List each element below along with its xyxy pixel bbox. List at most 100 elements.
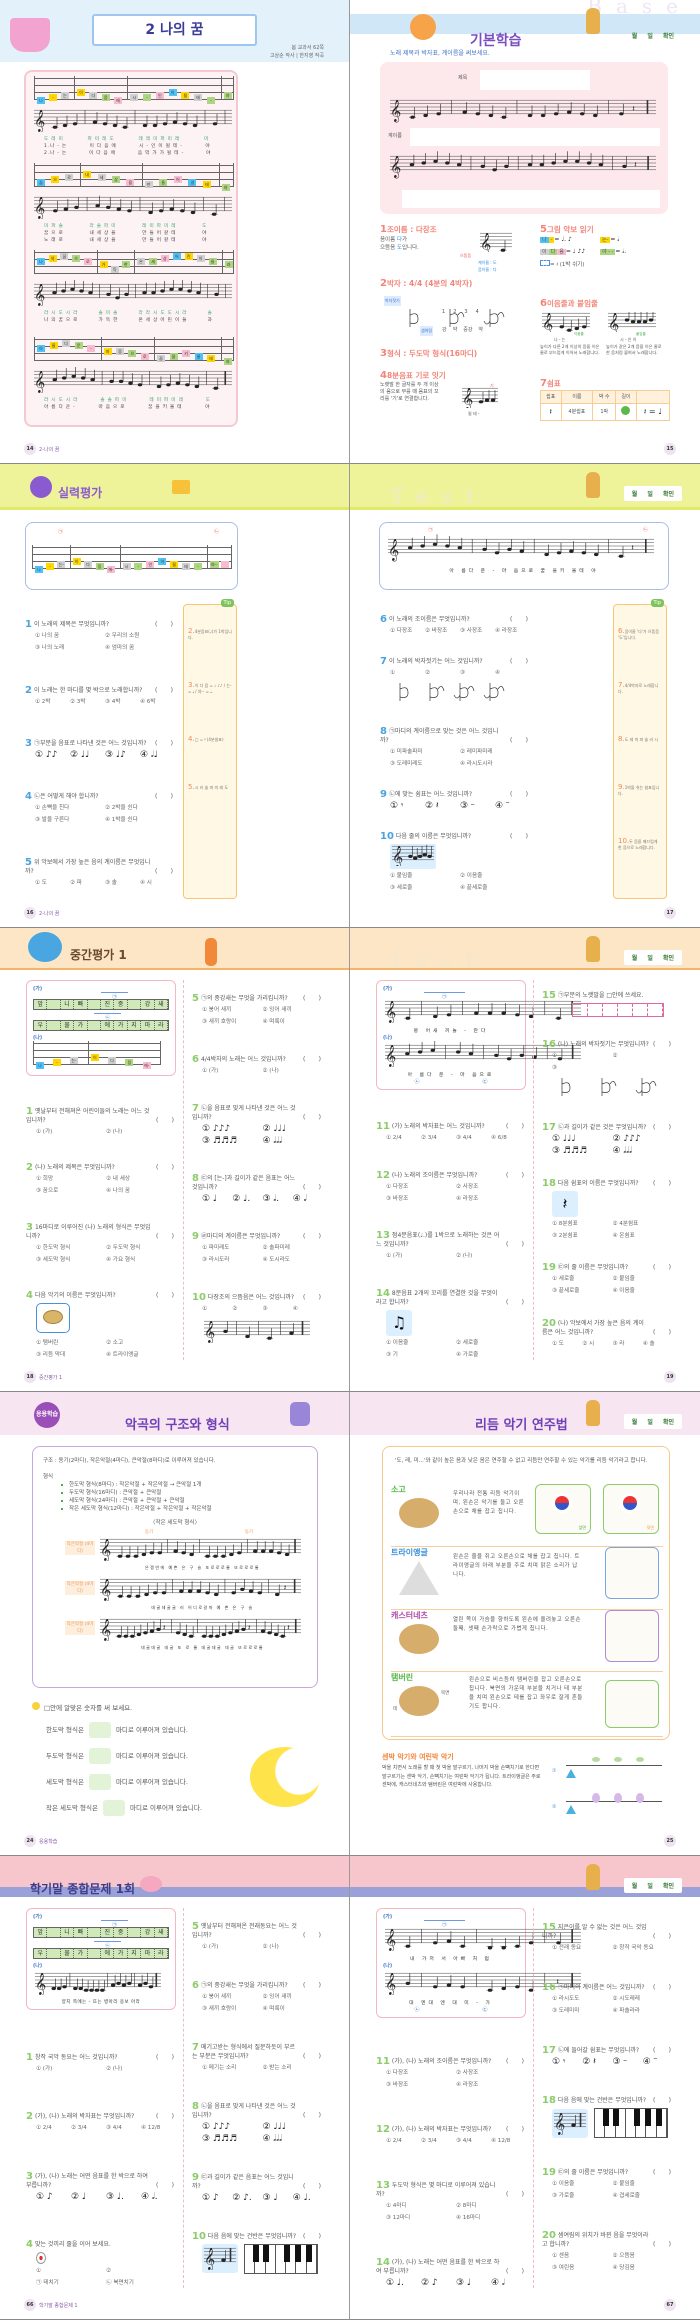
answer-choice[interactable]: ① ♩ — [202, 1194, 218, 1204]
answer-blank[interactable] — [301, 1981, 323, 1990]
answer-choice[interactable]: ② 받는 소리 — [262, 2065, 292, 2072]
answer-choice[interactable]: ③ 𝄼 — [612, 2056, 627, 2067]
answer-choice[interactable]: ② 내 세상 — [106, 1176, 131, 1182]
answer-choice[interactable]: ④ 𝅗𝅥 — [292, 1194, 307, 1204]
answer-choice[interactable]: ③ 라시도라 — [202, 1257, 230, 1263]
answer-choice[interactable]: ① (가) — [36, 2065, 53, 2072]
answer-choice[interactable]: ② 3/4 — [421, 2138, 437, 2144]
answer-box-cell[interactable] — [648, 1004, 663, 1017]
answer-choice[interactable]: ① 탬버린 — [36, 1340, 59, 1346]
answer-choice[interactable]: ② 3/4 — [71, 2125, 87, 2131]
answer-blank[interactable] — [154, 1116, 176, 1125]
answer-choice[interactable]: ② ♩♩♩ — [262, 2121, 287, 2132]
answer-choice[interactable]: ② ♩♩ — [70, 749, 90, 760]
black-key[interactable] — [263, 2244, 270, 2262]
answer-blank[interactable] — [301, 2232, 323, 2241]
answer-choice[interactable]: ② 시도레레 — [612, 1995, 640, 2002]
black-key[interactable] — [252, 2244, 259, 2262]
answer-blank[interactable] — [651, 1040, 673, 1049]
answer-choice[interactable]: ④ 끝세로줄 — [460, 885, 488, 892]
answer-choice[interactable]: ① ♪♪♪ — [202, 2121, 231, 2132]
answer-choice[interactable]: ① 전래 동요 — [552, 1944, 582, 1951]
answer-blank[interactable] — [301, 2052, 323, 2061]
answer-choice[interactable]: ③ 2분쉼표 — [552, 1232, 578, 1239]
answer-choice[interactable]: ③ 기 — [386, 1352, 398, 1358]
answer-blank[interactable] — [504, 1240, 526, 1249]
answer-choice[interactable]: ③ ♬♬♬ — [552, 1146, 588, 1157]
answer-choice[interactable]: ② 붙임줄 — [612, 1276, 635, 1283]
answer-choice[interactable]: ① 다장조 — [386, 2070, 409, 2076]
answer-choice[interactable]: ③ 4/4 — [106, 2125, 122, 2131]
answer-choice[interactable]: ③ ♩ — [456, 2278, 472, 2288]
answer-choice[interactable]: ① 다장조 — [390, 627, 413, 634]
answer-blank[interactable] — [301, 1293, 323, 1302]
answer-choice[interactable]: ② — [232, 1306, 238, 1312]
answer-blank[interactable] — [651, 1983, 673, 1992]
answer-choice[interactable]: ② 우리의 소원 — [105, 633, 140, 640]
answer-choice[interactable]: ② (나) — [262, 1068, 279, 1074]
answer-blank[interactable] — [508, 790, 530, 799]
answer-blank[interactable] — [154, 1291, 176, 1300]
answer-choice[interactable]: ③ 도레미미 — [552, 2007, 580, 2014]
answer-blank[interactable] — [153, 792, 175, 801]
answer-choice[interactable]: ① ♪ — [36, 2191, 53, 2202]
answer-choice[interactable]: ② 솔파미레 — [262, 1245, 290, 1251]
answer-choice[interactable]: ④ 가로줄 — [456, 1352, 479, 1358]
answer-choice[interactable]: ③ 사장조 — [460, 627, 483, 634]
answer-choice[interactable]: ④ 16마디 — [456, 2215, 481, 2221]
black-key[interactable] — [602, 2109, 609, 2127]
answer-choice[interactable]: ② ♩ — [71, 2191, 87, 2202]
answer-blank[interactable] — [154, 2181, 176, 2190]
answer-choice[interactable]: ③ ♬♬♬ — [202, 2133, 238, 2144]
piano-keyboard[interactable] — [244, 2243, 318, 2274]
answer-choice[interactable]: ② 𝄽 — [425, 801, 439, 812]
answer-choice[interactable]: ② 바장조 — [425, 627, 448, 634]
answer-choice[interactable]: ③ 솔 — [105, 879, 117, 886]
number-input[interactable] — [102, 1800, 125, 1816]
answer-blank[interactable] — [504, 1122, 526, 1131]
answer-choice[interactable]: ① 붕어 새끼 — [202, 1994, 232, 2001]
answer-choice[interactable]: ④ 엄마의 꿈 — [105, 645, 135, 652]
answer-choice[interactable]: ① (가) — [36, 1128, 53, 1135]
answer-choice[interactable]: ① ♪♪ — [35, 749, 58, 760]
answer-choice[interactable]: ④ 시 — [140, 879, 152, 886]
answer-choice[interactable]: ③ 발을 구른다 — [35, 817, 70, 824]
answer-choice[interactable]: ③ — [460, 669, 466, 676]
answer-choice[interactable]: ① 4마디 — [386, 2203, 407, 2209]
answer-choice[interactable]: ② (나) — [262, 1944, 279, 1951]
black-key[interactable] — [645, 2109, 651, 2127]
answer-choice[interactable]: ① 라시도도 — [552, 1995, 580, 2002]
answer-blank[interactable] — [504, 2267, 526, 2276]
answer-choice[interactable]: ① ♪♪♪ — [202, 1124, 231, 1134]
answer-choice[interactable]: ④ 라시도시라 — [460, 760, 493, 767]
answer-blank[interactable] — [301, 1055, 323, 1064]
answer-choice[interactable]: ③ 가로줄 — [552, 2193, 575, 2200]
answer-choice[interactable]: ① 이음줄 — [552, 2181, 575, 2188]
answer-choice[interactable]: ① 8분쉼표 — [552, 1220, 578, 1227]
answer-choice[interactable]: ④ 라장조 — [456, 2082, 479, 2088]
answer-choice[interactable]: ④ 6/8 — [491, 1134, 507, 1141]
answer-choice[interactable]: ② 소고 — [106, 1340, 124, 1346]
answer-choice[interactable]: ② 창작 국악 동요 — [612, 1944, 654, 1951]
answer-choice[interactable]: ② 8마디 — [456, 2203, 477, 2209]
answer-blank[interactable] — [651, 2046, 673, 2055]
answer-choice[interactable]: ① 나의 꿈 — [35, 633, 60, 640]
answer-choice[interactable]: ② 𝄽 — [582, 2056, 596, 2067]
answer-choice[interactable]: ④ 온쉼표 — [612, 1232, 635, 1239]
answer-choice[interactable]: ① ♩. — [386, 2278, 405, 2288]
solfege-input-1[interactable] — [410, 128, 660, 146]
number-input[interactable] — [88, 1722, 111, 1738]
answer-choice[interactable]: ④ 나의 꿈 — [106, 1188, 131, 1194]
answer-choice[interactable]: ① — [202, 1306, 208, 1312]
answer-choice[interactable]: ④ 12/8 — [491, 2138, 511, 2144]
answer-choice[interactable]: ① 손뼉을 친다 — [35, 805, 70, 812]
answer-choice[interactable]: ② ♪. — [232, 2192, 252, 2203]
answer-choice[interactable]: ② ♪♪♪ — [612, 1134, 641, 1145]
answer-choice[interactable]: ④ — [495, 669, 501, 676]
answer-choice[interactable]: ① 2/4 — [36, 2125, 52, 2131]
answer-choice[interactable]: ① 한도막 형식 — [36, 1244, 71, 1251]
answer-choice[interactable]: ② 2박을 쉰다 — [105, 805, 138, 812]
answer-choice[interactable]: ③ 바장조 — [386, 1195, 409, 1202]
answer-blank[interactable] — [651, 2096, 673, 2105]
answer-choice[interactable]: ① 도 — [35, 879, 47, 886]
